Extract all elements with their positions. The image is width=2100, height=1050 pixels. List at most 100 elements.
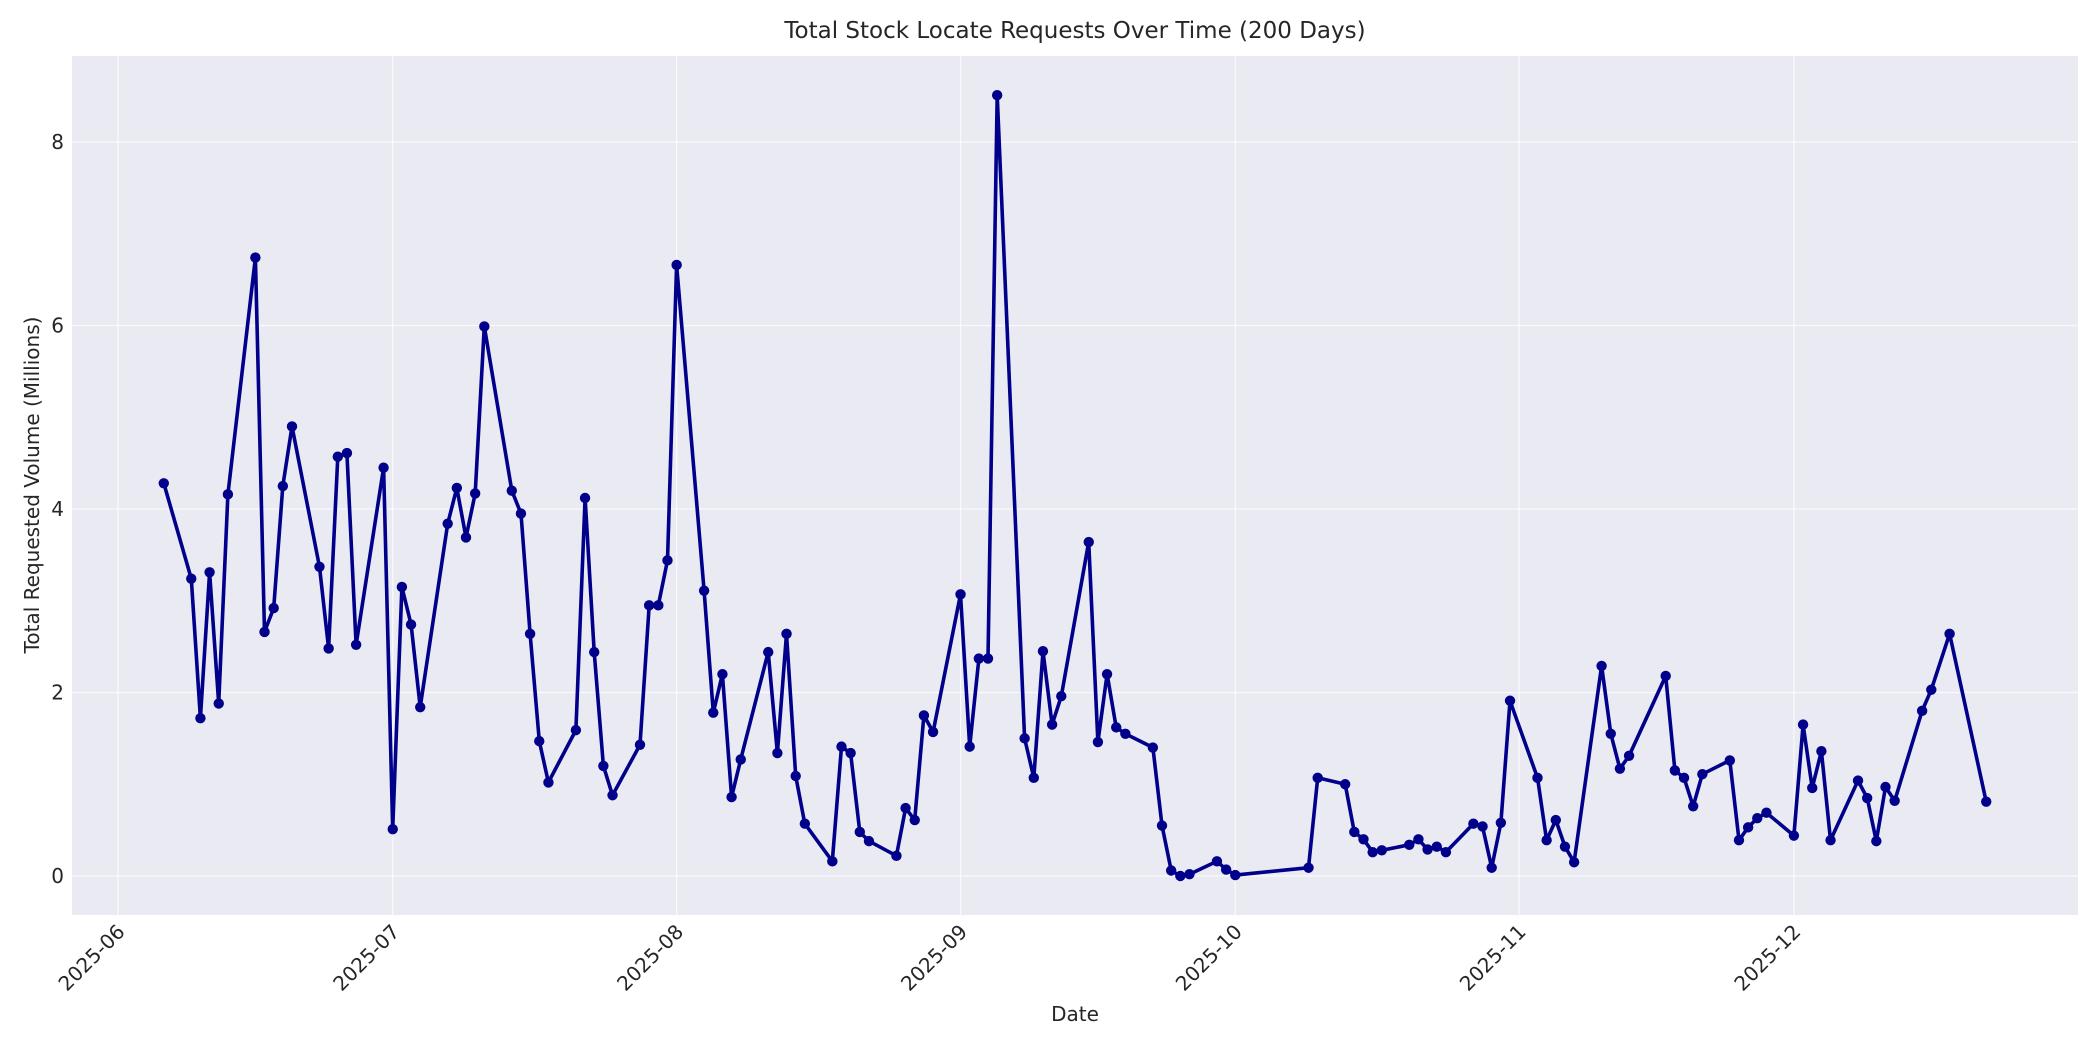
data-point [1019, 733, 1030, 744]
data-point [1861, 792, 1873, 804]
data-point [1312, 772, 1323, 784]
x-tick-label: 2025-10 [1171, 920, 1247, 996]
data-point [1788, 830, 1800, 841]
data-point [1550, 814, 1562, 826]
data-point [909, 814, 920, 826]
data-point [836, 741, 847, 752]
data-point [524, 628, 536, 639]
x-axis-ticks: 2025-06 2025-07 2025-08 2025-09 2025-10 2025-… [53, 920, 1805, 996]
data-point [1944, 628, 1955, 639]
data-point [204, 567, 215, 578]
data-point [927, 726, 939, 738]
data-point [396, 581, 408, 593]
data-point [1926, 684, 1937, 695]
data-point [662, 555, 673, 566]
data-point [643, 600, 655, 611]
data-point [1807, 782, 1818, 794]
data-point [1559, 841, 1571, 852]
data-point [1687, 801, 1699, 812]
data-point [1532, 772, 1543, 784]
data-point [1486, 862, 1497, 873]
data-point [1623, 750, 1635, 762]
data-point [964, 741, 975, 752]
data-point [717, 668, 728, 680]
data-point [845, 747, 856, 759]
data-point [1477, 821, 1488, 832]
data-point [314, 561, 325, 573]
y-tick-label: 8 [51, 130, 64, 154]
plot-area [72, 56, 2078, 915]
gridlines [72, 56, 2078, 915]
data-point [250, 252, 261, 263]
data-point [863, 835, 875, 847]
data-point [653, 600, 664, 611]
y-axis-ticks: 0 2 4 6 8 [51, 130, 64, 888]
data-point [955, 589, 966, 600]
data-point [323, 643, 334, 654]
data-point [286, 421, 298, 432]
data-point [982, 653, 994, 664]
data-point [277, 480, 289, 492]
data-point [1404, 839, 1415, 851]
data-point [1916, 705, 1928, 717]
data-point [1431, 841, 1442, 852]
data-point [726, 791, 737, 803]
data-point [891, 850, 902, 862]
data-point [222, 489, 234, 500]
data-point [405, 619, 417, 630]
data-point [1614, 763, 1626, 774]
data-point [1816, 746, 1827, 757]
data-point [1660, 670, 1671, 682]
y-tick-label: 4 [51, 497, 64, 521]
y-tick-label: 2 [51, 681, 64, 705]
data-point [1541, 835, 1552, 846]
x-tick-label: 2025-06 [53, 920, 129, 996]
data-point [1880, 781, 1891, 793]
data-point [1761, 807, 1772, 818]
data-point [1111, 722, 1122, 733]
data-point [781, 628, 792, 639]
data-point [341, 447, 353, 459]
data-point [1468, 818, 1479, 829]
data-point [1852, 775, 1864, 786]
data-point [1981, 796, 1992, 807]
data-point [607, 790, 618, 801]
data-point [1733, 835, 1745, 846]
data-point [1184, 868, 1195, 880]
data-point [268, 602, 279, 614]
x-axis-label: Date [1051, 1002, 1099, 1026]
data-point [1413, 834, 1424, 845]
data-point [1678, 772, 1690, 784]
data-point [1211, 856, 1223, 867]
data-point [1101, 668, 1113, 680]
data-point [1440, 846, 1452, 858]
data-point [1358, 834, 1369, 845]
data-point [1825, 835, 1836, 846]
data-point [1156, 820, 1168, 831]
data-point [634, 739, 646, 750]
data-point [195, 712, 206, 724]
data-point [1120, 728, 1131, 739]
data-point [1349, 826, 1360, 838]
data-point [1339, 779, 1351, 790]
data-point [1092, 736, 1104, 748]
data-point [259, 626, 270, 638]
chart-title: Total Stock Locate Requests Over Time (2… [784, 18, 1366, 44]
data-point [479, 321, 490, 332]
data-point [1037, 646, 1049, 657]
data-point [387, 824, 398, 835]
data-point [158, 478, 169, 489]
data-point [918, 710, 930, 721]
x-tick-label: 2025-12 [1729, 920, 1805, 996]
y-axis-label: Total Requested Volume (Millions) [20, 316, 44, 654]
data-point [213, 698, 224, 709]
data-point [1422, 844, 1433, 855]
data-point [1504, 695, 1516, 706]
data-point [1752, 812, 1763, 824]
data-point [799, 818, 811, 829]
data-point [790, 770, 801, 782]
data-point [579, 492, 591, 504]
x-tick-label: 2025-09 [896, 920, 972, 996]
data-point [415, 701, 426, 713]
data-point [1742, 822, 1754, 833]
